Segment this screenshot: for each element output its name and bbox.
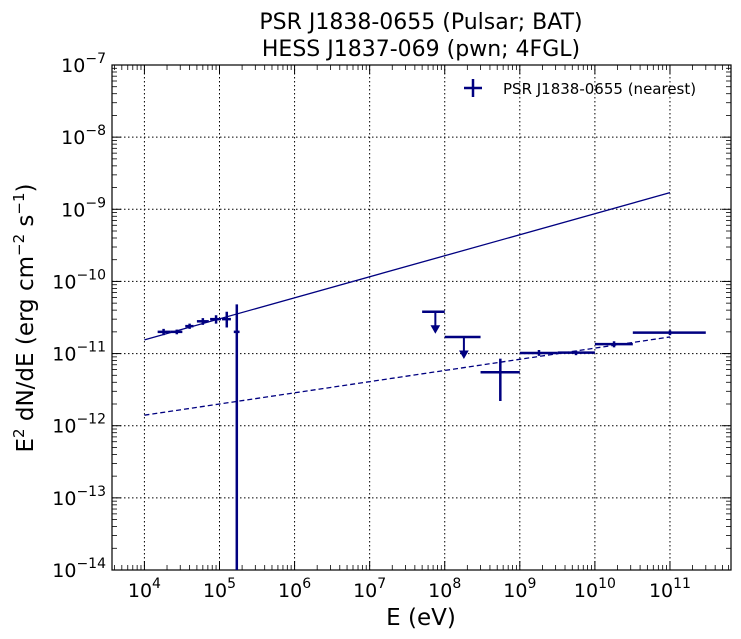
legend-marker	[464, 79, 482, 97]
model-line-solid	[144, 192, 671, 341]
y-tick-label: 10−12	[52, 412, 106, 438]
data-point	[222, 311, 231, 328]
x-axis-label: E (eV)	[386, 605, 456, 631]
data-points	[157, 304, 706, 570]
y-tick-label: 10−11	[52, 340, 106, 366]
x-tick-label: 104	[128, 576, 161, 602]
y-tick-label: 10−10	[52, 267, 106, 293]
data-point	[185, 323, 194, 329]
data-point	[519, 350, 558, 356]
chart-title-line1: PSR J1838-0655 (Pulsar; BAT)	[259, 10, 582, 35]
data-point	[632, 330, 706, 336]
y-tick-label: 10−14	[52, 556, 106, 582]
x-tick-labels: 104 105 106 107 108 109 1010 1011	[128, 576, 691, 602]
y-tick-label: 10−9	[61, 195, 106, 221]
x-tick-label: 1010	[574, 576, 616, 602]
y-tick-label: 10−7	[61, 51, 106, 77]
plot-frame	[111, 64, 732, 571]
legend: PSR J1838-0655 (nearest)	[464, 79, 696, 98]
limit-arrow-head	[430, 325, 441, 334]
data-point	[196, 318, 209, 325]
y-axis-label: E2 dN/dE (erg cm−2 s−1)	[10, 183, 39, 452]
grid-lines	[112, 65, 731, 570]
data-point	[157, 328, 171, 336]
data-point	[480, 358, 520, 402]
y-tick-label: 10−13	[52, 484, 106, 510]
x-tick-label: 1011	[649, 576, 691, 602]
data-point	[170, 329, 183, 335]
legend-label: PSR J1838-0655 (nearest)	[503, 80, 696, 98]
limit-arrow-head	[459, 350, 469, 359]
data-point	[557, 350, 595, 356]
x-tick-label: 109	[503, 576, 536, 602]
y-tick-label: 10−8	[61, 123, 106, 149]
data-point	[594, 341, 633, 348]
model-line-dashed	[144, 336, 671, 416]
upper-limit-point	[422, 310, 445, 334]
data-point	[233, 304, 240, 570]
model-lines	[144, 192, 671, 416]
x-tick-label: 106	[278, 576, 311, 602]
x-tick-label: 108	[428, 576, 461, 602]
chart-title-line2: HESS J1837-069 (pwn; 4FGL)	[262, 37, 580, 62]
upper-limit-point	[444, 335, 481, 359]
x-tick-label: 107	[353, 576, 386, 602]
data-point	[210, 315, 222, 324]
x-tick-label: 105	[203, 576, 236, 602]
y-tick-labels: 10−14 10−13 10−12 10−11 10−10 10−9 10−8 10−7	[52, 51, 106, 582]
minor-ticks	[112, 65, 731, 570]
